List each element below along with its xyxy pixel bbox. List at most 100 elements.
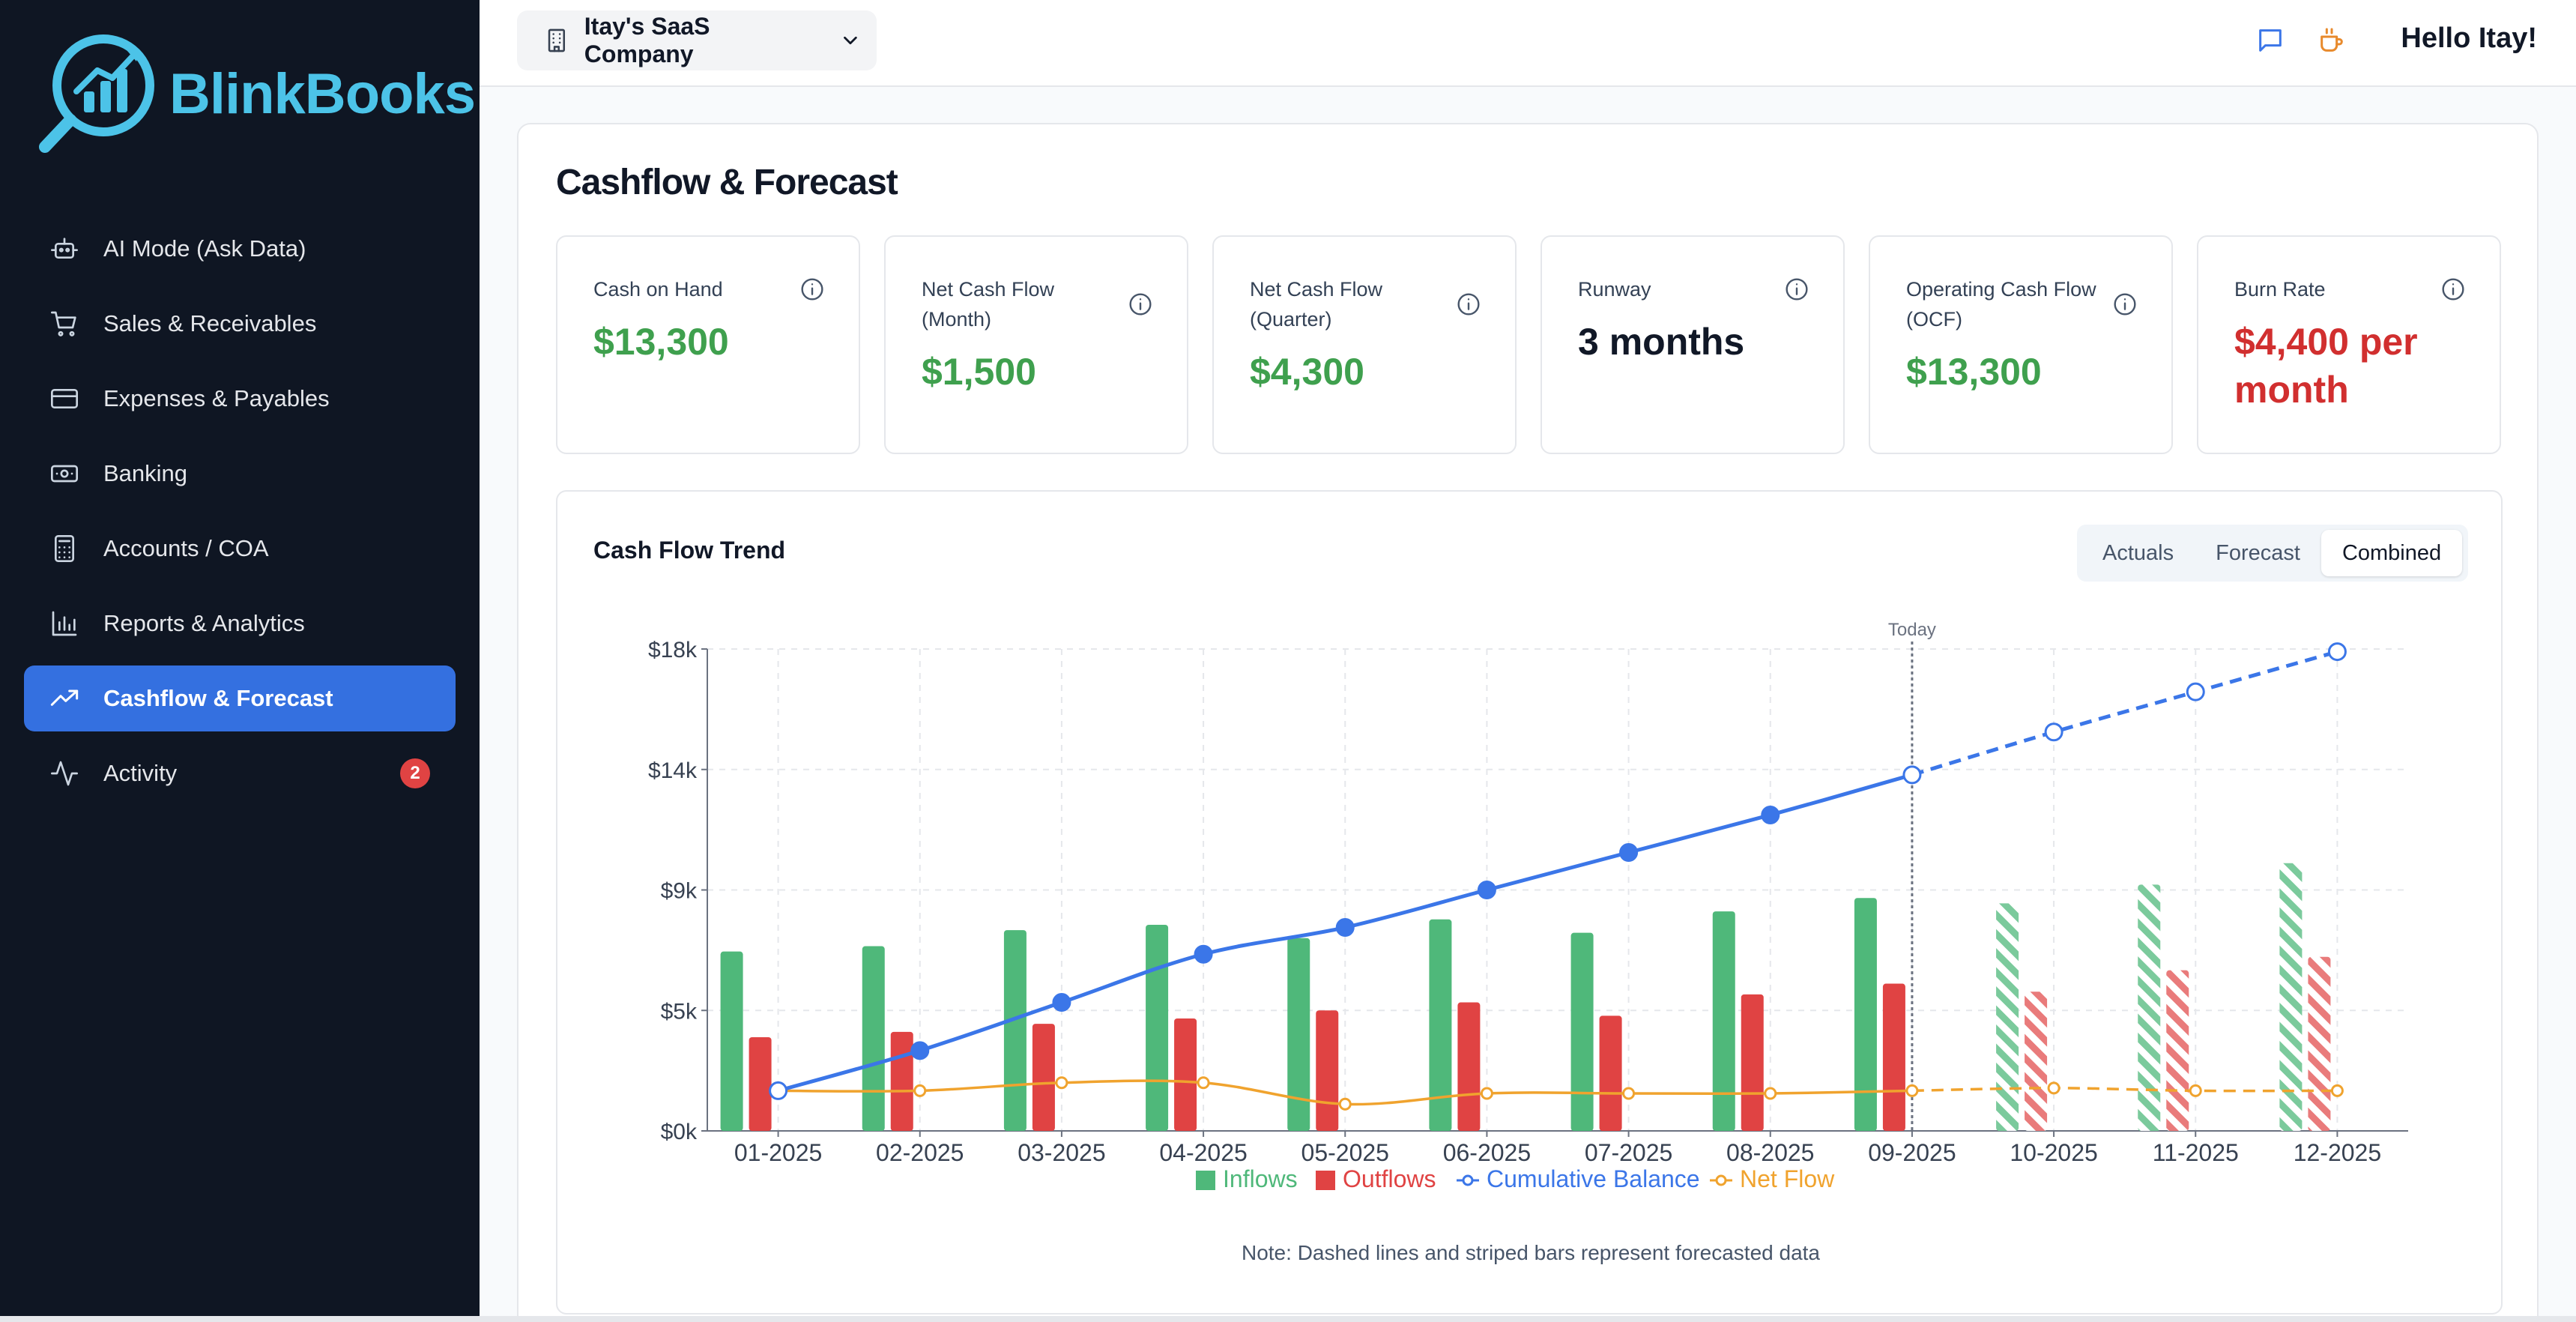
- brand-name: BlinkBooks: [169, 62, 476, 126]
- kpi-burn-rate: Burn Rate $4,400 per month: [2197, 235, 2501, 454]
- x-tick-label: 09-2025: [1868, 1139, 1956, 1166]
- info-icon[interactable]: [2441, 277, 2465, 301]
- info-icon[interactable]: [2113, 292, 2137, 316]
- cash-flow-chart: $0k $5k $9k $14k $18k 01-2025 02-2025 03-2025 04…: [648, 620, 2408, 1192]
- x-tick-label: 03-2025: [1018, 1139, 1105, 1166]
- net-flow-point: [2047, 1081, 2061, 1095]
- outflow-bar: [1882, 983, 1905, 1131]
- kpi-value: 3 months: [1578, 321, 1745, 363]
- sidebar-item-expenses[interactable]: Expenses & Payables: [24, 366, 456, 432]
- kpi-label: Cash on Hand: [593, 278, 723, 301]
- cumulative-balance-point: [1477, 881, 1496, 899]
- kpi-net-cash-flow-quarter: Net Cash Flow (Quarter) $4,300: [1212, 235, 1517, 454]
- cart-icon: [51, 311, 76, 336]
- info-icon[interactable]: [800, 277, 824, 301]
- outflow-bar-forecast: [2308, 956, 2331, 1131]
- x-tick-label: 01-2025: [734, 1139, 822, 1166]
- toggle-combined[interactable]: Combined: [2320, 530, 2463, 576]
- outflow-bar-forecast: [2166, 970, 2189, 1131]
- sidebar-item-activity[interactable]: Activity 2: [24, 740, 456, 806]
- user-greeting: Hello Itay!: [2401, 22, 2537, 54]
- chart-title: Cash Flow Trend: [593, 537, 786, 564]
- y-tick-label: $18k: [648, 638, 698, 662]
- y-tick-label: $5k: [661, 999, 698, 1024]
- coffee-icon[interactable]: [2317, 25, 2347, 55]
- outflow-bar: [1599, 1015, 1622, 1131]
- info-icon[interactable]: [1785, 277, 1809, 301]
- net-flow-point: [2189, 1084, 2202, 1097]
- net-flow-point: [1055, 1076, 1068, 1090]
- kpi-value: $1,500: [922, 351, 1036, 393]
- x-tick-label: 04-2025: [1159, 1139, 1247, 1166]
- y-tick-label: $14k: [648, 758, 698, 783]
- kpi-net-cash-flow-month: Net Cash Flow (Month) $1,500: [884, 235, 1188, 454]
- legend-marker-cumulative-balance: [1462, 1174, 1474, 1186]
- main-content: Cashflow & Forecast Cash on Hand $13,300…: [517, 123, 2539, 1322]
- x-tick-label: 02-2025: [876, 1139, 964, 1166]
- net-flow-point: [1622, 1087, 1636, 1100]
- cumulative-balance-point: [2186, 682, 2205, 701]
- x-tick-label: 11-2025: [2153, 1139, 2239, 1166]
- cumulative-balance-point: [2327, 642, 2347, 662]
- inflow-bar: [1287, 938, 1310, 1131]
- cumulative-balance-point: [1619, 842, 1639, 862]
- cumulative-balance-point: [769, 1081, 788, 1100]
- net-flow-point: [1764, 1087, 1777, 1100]
- page-title: Cashflow & Forecast: [556, 163, 898, 202]
- window-bottom-edge: [0, 1316, 2576, 1322]
- sidebar-nav: AI Mode (Ask Data) Sales & Receivables E…: [24, 216, 456, 815]
- cumulative-balance-point: [1761, 805, 1780, 824]
- sidebar-item-sales[interactable]: Sales & Receivables: [24, 291, 456, 357]
- toggle-forecast[interactable]: Forecast: [2216, 540, 2300, 565]
- robot-icon: [51, 238, 78, 259]
- company-selector[interactable]: Itay's SaaS Company: [517, 10, 877, 70]
- inflow-bar: [1003, 930, 1027, 1131]
- kpi-value: $4,400 per month: [2234, 321, 2418, 411]
- chart-note: Note: Dashed lines and striped bars repr…: [1241, 1241, 1820, 1264]
- inflow-bar: [1146, 924, 1169, 1131]
- sidebar-item-accounts[interactable]: Accounts / COA: [24, 516, 456, 582]
- outflow-bar: [1457, 1002, 1481, 1131]
- net-flow-point: [913, 1084, 927, 1097]
- sidebar-item-label: Banking: [103, 460, 188, 486]
- sidebar-item-ai-mode[interactable]: AI Mode (Ask Data): [24, 216, 456, 282]
- inflow-bar-forecast: [1996, 903, 2019, 1131]
- today-label: Today: [1888, 620, 1936, 640]
- kpi-label: Runway: [1578, 278, 1651, 301]
- info-icon[interactable]: [1128, 292, 1152, 316]
- legend-swatch-inflows: [1196, 1171, 1215, 1190]
- y-tick-label: $9k: [661, 879, 698, 904]
- sidebar-item-banking[interactable]: Banking: [24, 441, 456, 507]
- net-flow-point: [1905, 1084, 1919, 1097]
- x-tick-label: 05-2025: [1301, 1139, 1389, 1166]
- x-tick-label: 12-2025: [2294, 1139, 2381, 1166]
- brand-logo[interactable]: BlinkBooks: [37, 33, 476, 160]
- inflow-bar: [1854, 898, 1877, 1131]
- kpi-operating-cash-flow: Operating Cash Flow (OCF) $13,300: [1869, 235, 2173, 454]
- kpi-value: $13,300: [1906, 351, 2042, 393]
- sidebar-item-label: Accounts / COA: [103, 535, 269, 561]
- credit-card-icon: [51, 389, 78, 408]
- sidebar-item-reports[interactable]: Reports & Analytics: [24, 591, 456, 657]
- x-tick-label: 10-2025: [2010, 1139, 2097, 1166]
- legend-swatch-outflows: [1316, 1171, 1335, 1190]
- info-icon[interactable]: [1457, 292, 1481, 316]
- building-icon: [548, 28, 566, 52]
- kpi-value: $4,300: [1250, 351, 1364, 393]
- kpi-label: Burn Rate: [2234, 278, 2326, 301]
- calculator-icon: [55, 535, 74, 562]
- legend-label-inflows: Inflows: [1223, 1165, 1298, 1192]
- notification-badge: 2: [400, 758, 430, 788]
- view-toggle: Actuals Forecast Combined: [2077, 525, 2468, 582]
- message-icon[interactable]: [2255, 25, 2285, 55]
- cumulative-balance-point: [2044, 722, 2063, 742]
- toggle-actuals[interactable]: Actuals: [2102, 540, 2174, 565]
- top-bar: Itay's SaaS Company Hello Itay!: [480, 0, 2576, 87]
- legend-label-net-flow: Net Flow: [1740, 1165, 1835, 1192]
- inflow-bar-forecast: [2138, 884, 2161, 1131]
- cumulative-balance-point: [1335, 918, 1355, 938]
- bar-chart-icon: [52, 611, 77, 636]
- x-tick-label: 08-2025: [1726, 1139, 1814, 1166]
- activity-icon: [51, 761, 78, 786]
- sidebar-item-cashflow[interactable]: Cashflow & Forecast: [24, 665, 456, 731]
